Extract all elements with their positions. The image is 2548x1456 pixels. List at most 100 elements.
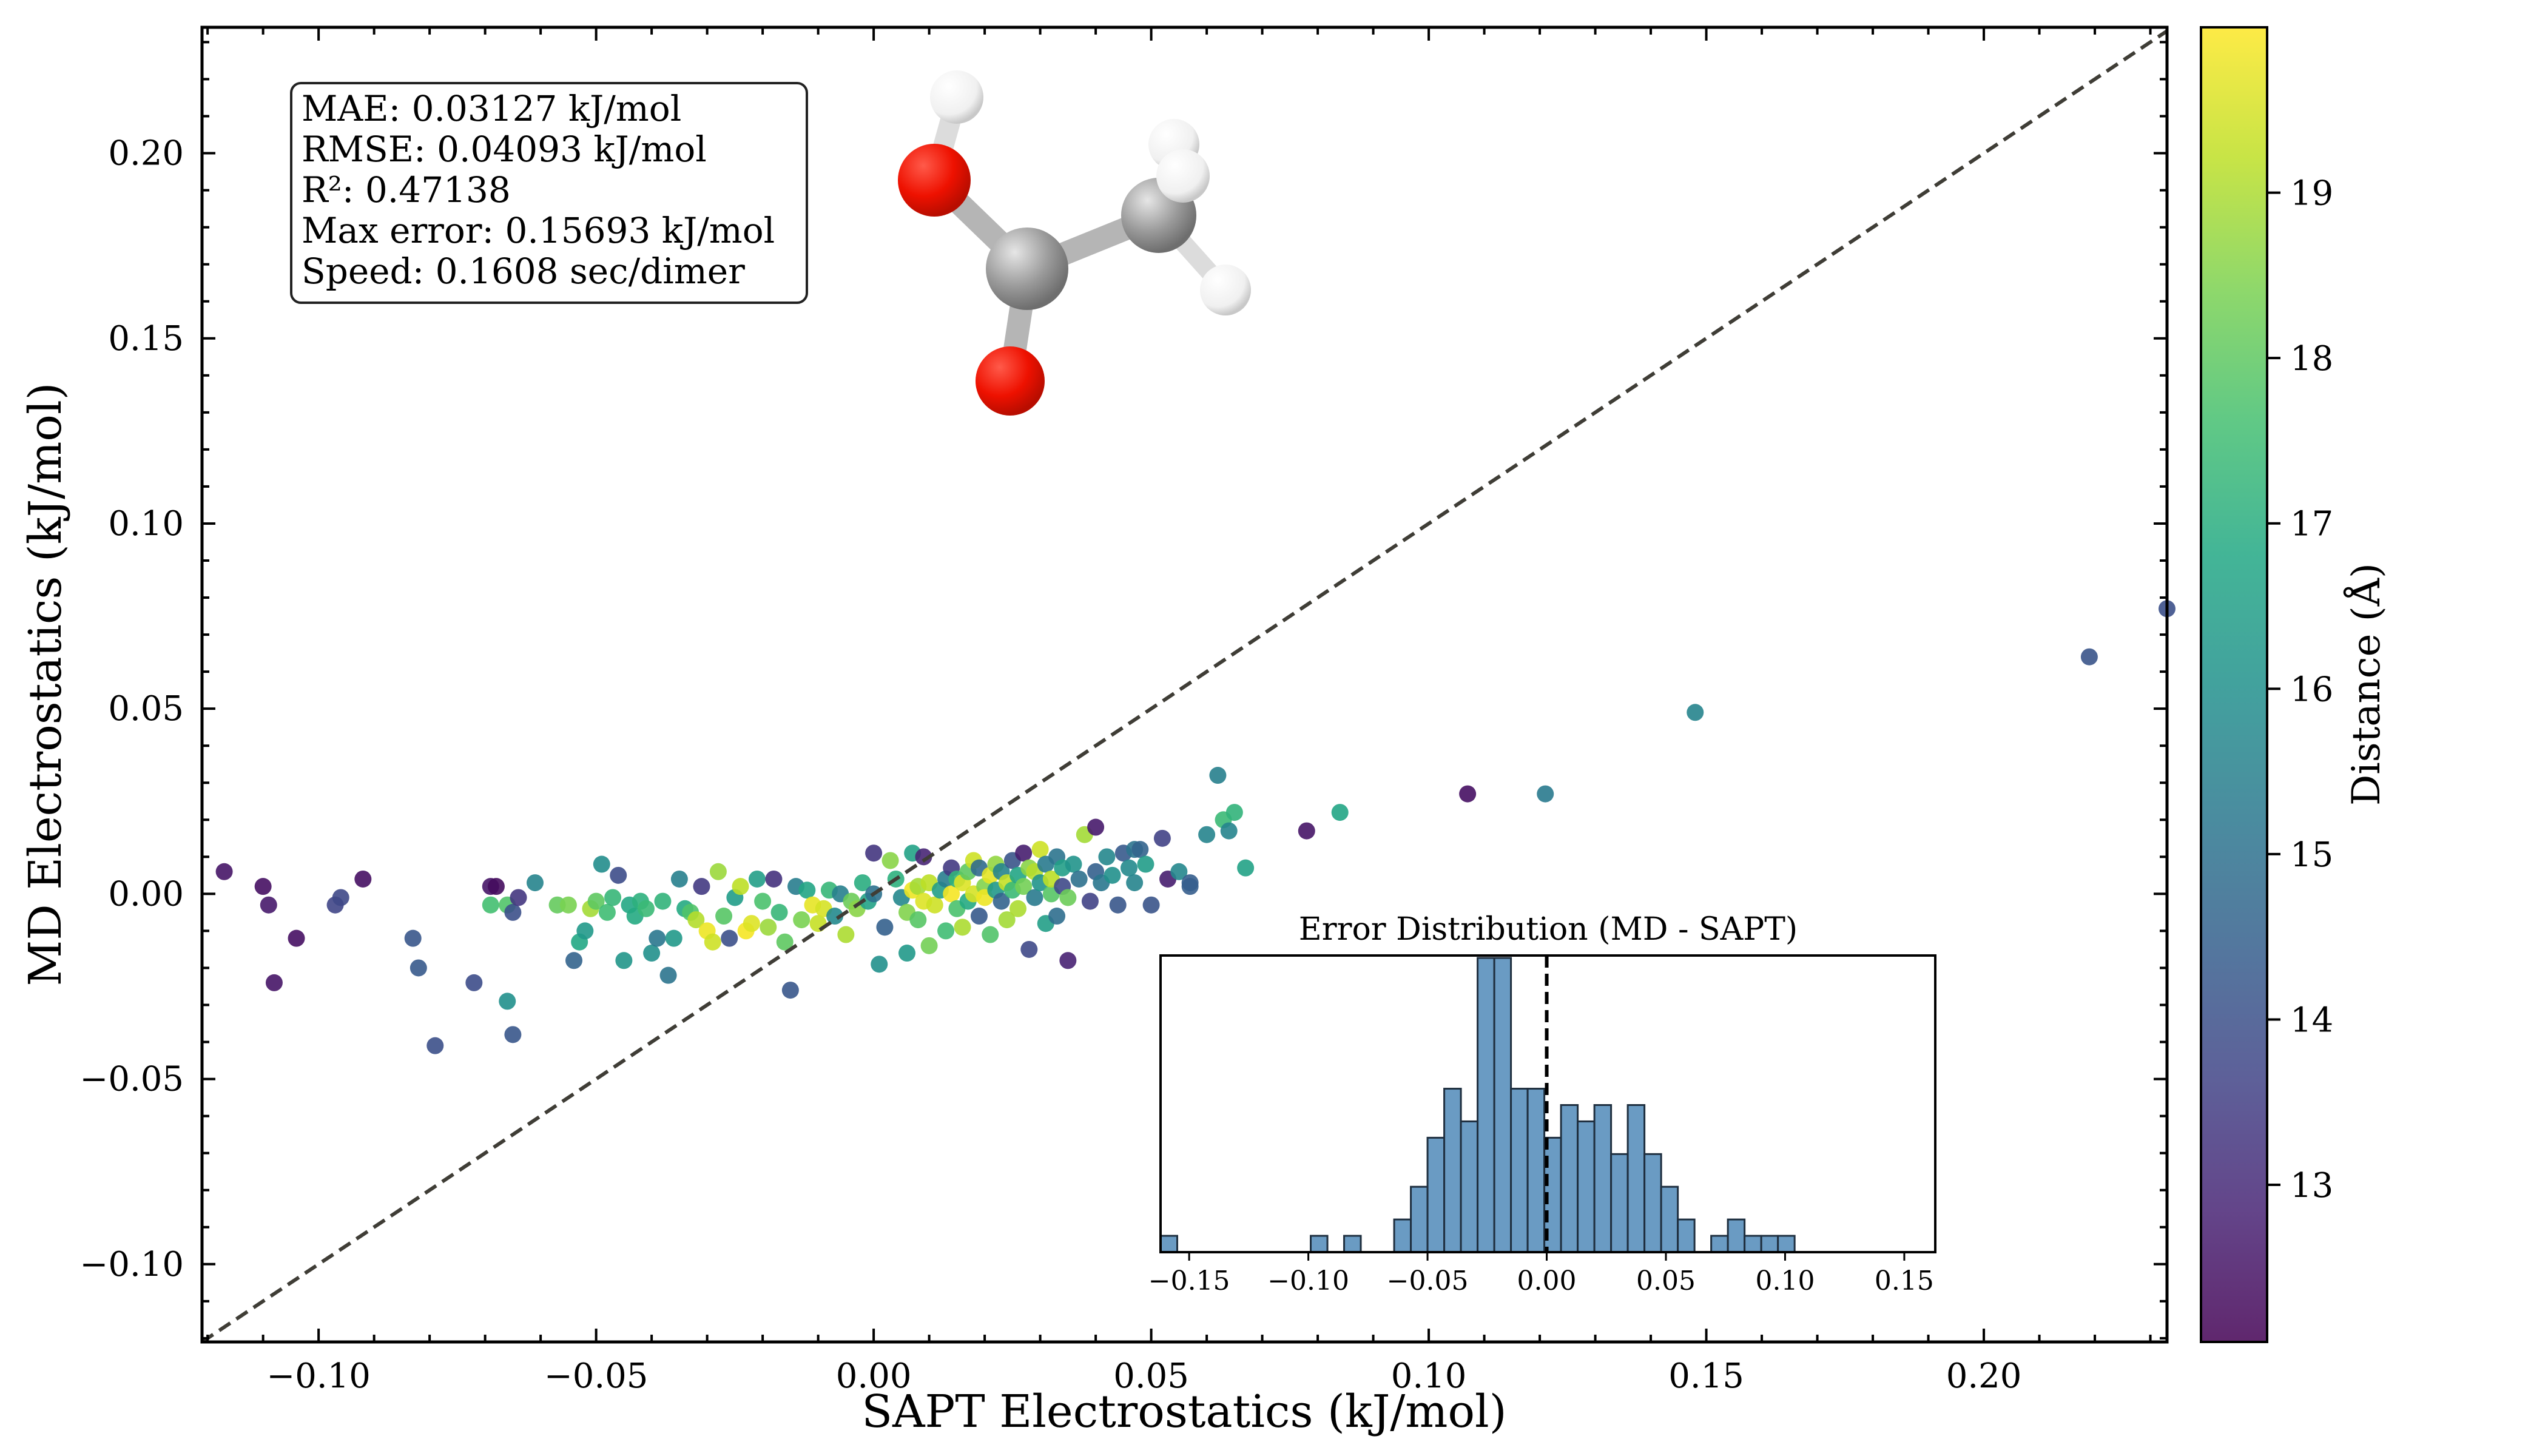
scatter-point	[1126, 874, 1144, 892]
y-tick-label: −0.10	[79, 1245, 184, 1284]
scatter-point	[1070, 870, 1088, 888]
scatter-point	[1059, 889, 1077, 906]
scatter-point	[793, 911, 811, 929]
scatter-point	[565, 952, 583, 969]
scatter-point	[1098, 848, 1116, 866]
histogram-bar	[1460, 1120, 1479, 1253]
scatter-point	[465, 974, 483, 991]
histogram-bar	[1660, 1185, 1679, 1253]
scatter-point	[898, 945, 916, 962]
colorbar-label: Distance (Å)	[2344, 563, 2389, 806]
scatter-point	[760, 918, 777, 936]
scatter-point	[865, 844, 883, 862]
histogram-bar	[1310, 1235, 1329, 1253]
scatter-point	[748, 870, 766, 888]
scatter-point	[687, 911, 705, 929]
scatter-point	[1081, 892, 1099, 910]
histogram-bar	[1443, 1088, 1462, 1253]
y-tick-label: 0.10	[108, 504, 184, 544]
histogram-bar	[1727, 1218, 1746, 1253]
y-tick-label: 0.20	[108, 134, 184, 174]
scatter-point	[1015, 878, 1033, 895]
scatter-point	[637, 900, 655, 917]
colorbar-gradient	[2201, 27, 2267, 1342]
scatter-point	[943, 885, 960, 903]
histogram-bar	[1643, 1153, 1662, 1253]
scatter-point	[649, 929, 666, 947]
colorbar-tick-label: 17	[2290, 505, 2333, 544]
scatter-point	[954, 918, 971, 936]
x-tick-label: 0.00	[836, 1357, 912, 1396]
inset-x-axis-ticks: −0.15 −0.10 −0.05 0.00 0.05 0.10 0.15	[1148, 1252, 1934, 1296]
histogram-bar	[1510, 1088, 1529, 1253]
scatter-point	[770, 903, 788, 921]
colorbar-tick-label: 16	[2290, 670, 2333, 709]
scatter-point	[881, 852, 899, 869]
hydrogen-atom	[930, 70, 983, 124]
scatter-point	[2080, 648, 2098, 666]
x-tick-label: −0.05	[544, 1357, 649, 1396]
histogram-bar	[1577, 1120, 1596, 1253]
scatter-point	[1137, 855, 1154, 873]
scatter-point	[1009, 900, 1027, 917]
scatter-point	[709, 863, 727, 880]
error-histogram-inset: −0.15 −0.10 −0.05 0.00 0.05 0.10 0.15 Error Di…	[1148, 911, 1936, 1296]
histogram-bar	[1593, 1104, 1613, 1253]
scatter-point	[1220, 822, 1238, 840]
x-axis-ticks: −0.10 −0.05 0.00 0.05 0.10 0.15 0.20	[206, 27, 2152, 1396]
scatter-point	[1048, 908, 1066, 925]
x-tick-label: 0.05	[1113, 1357, 1189, 1396]
histogram-bar	[1710, 1235, 1729, 1253]
oxygen-atom	[898, 144, 971, 217]
inset-x-tick-label: 0.00	[1517, 1266, 1577, 1296]
scatter-point	[1020, 940, 1038, 958]
scatter-point	[610, 866, 627, 884]
scatter-point	[659, 966, 677, 984]
histogram-bar	[1526, 1088, 1546, 1253]
scatter-point	[993, 892, 1010, 910]
histogram-bar	[1677, 1218, 1696, 1253]
scatter-point	[920, 937, 938, 954]
x-tick-label: 0.15	[1668, 1357, 1744, 1396]
scatter-point	[265, 974, 283, 991]
x-tick-label: 0.20	[1946, 1357, 2022, 1396]
scatter-point	[482, 896, 499, 914]
scatter-point	[354, 870, 372, 888]
colorbar-frame	[2200, 26, 2268, 1343]
scatter-point	[670, 870, 688, 888]
scatter-point	[693, 878, 710, 895]
scatter-point	[1026, 889, 1043, 906]
scatter-point	[776, 933, 794, 951]
scatter-point	[1109, 896, 1127, 914]
scatter-points	[215, 600, 2176, 1054]
scatter-point	[765, 870, 783, 888]
scatter-point	[998, 911, 1016, 929]
scatter-point	[510, 889, 527, 906]
histogram-bar	[1410, 1185, 1429, 1253]
scatter-point	[1142, 896, 1160, 914]
identity-reference-line	[201, 29, 2168, 1344]
carbon-atom	[986, 228, 1068, 310]
histogram-bar	[1343, 1235, 1362, 1253]
oxygen-atom	[976, 346, 1045, 416]
scatter-point	[826, 908, 844, 925]
scatter-point	[288, 929, 305, 947]
scatter-point	[926, 896, 943, 914]
scatter-point	[615, 952, 633, 969]
scatter-point	[915, 848, 932, 866]
scatter-point	[1031, 841, 1049, 858]
scatter-point	[576, 922, 594, 940]
inset-x-tick-label: −0.05	[1387, 1266, 1469, 1296]
scatter-point	[1059, 952, 1077, 969]
scatter-point	[781, 982, 799, 999]
scatter-point	[1131, 841, 1149, 858]
scatter-point	[410, 959, 427, 977]
histogram-bar	[1426, 1136, 1446, 1253]
scatter-point	[404, 929, 422, 947]
molecule-image	[898, 70, 1251, 416]
inset-x-tick-label: −0.15	[1148, 1266, 1230, 1296]
scatter-point	[1537, 785, 1554, 803]
scatter-point	[1170, 863, 1188, 880]
scatter-point	[1198, 826, 1216, 843]
colorbar-tick-label: 13	[2290, 1166, 2333, 1205]
